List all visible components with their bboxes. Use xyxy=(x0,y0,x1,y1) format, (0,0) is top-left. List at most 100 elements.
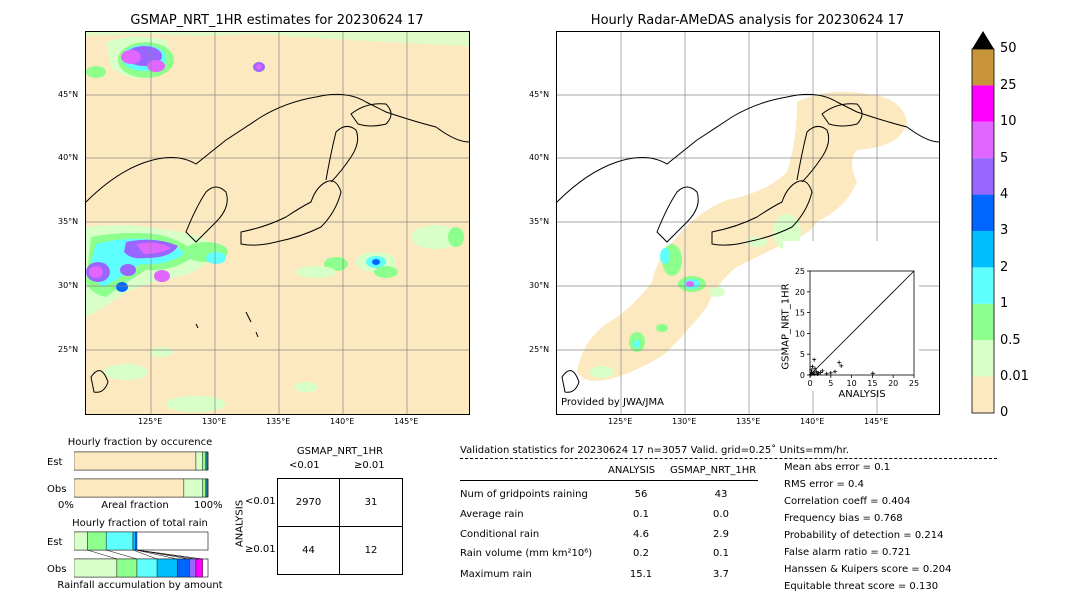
right-lat-label-25: 25°N xyxy=(529,345,550,354)
left-lat-label-45: 45°N xyxy=(58,90,79,99)
validation-col-gsmap: GSMAP_NRT_1HR xyxy=(670,465,757,476)
fraction-bar-segment xyxy=(202,478,206,498)
fraction-bar-segment xyxy=(206,451,209,471)
score-hk: Hanssen & Kuipers score = 0.204 xyxy=(784,564,952,575)
fraction-connector xyxy=(87,549,117,560)
colorbar-cell xyxy=(972,303,994,341)
colorbar-label-50: 50 xyxy=(1000,41,1017,56)
fraction-bar-segment xyxy=(205,451,207,471)
fraction-connector xyxy=(132,549,158,560)
right-lat-label-40: 40°N xyxy=(529,153,550,162)
scatter-ytick-label: 15 xyxy=(795,309,805,318)
validation-row-analysis: 4.6 xyxy=(633,529,649,540)
left-coastlines xyxy=(86,93,469,393)
colorbar-label-0-5: 0.5 xyxy=(1000,333,1021,348)
fraction-bar-segment xyxy=(189,558,197,578)
colorbar-label-4: 4 xyxy=(1000,187,1009,202)
occurrence-title: Hourly fraction by occurence xyxy=(67,437,213,448)
right-map-title: Hourly Radar-AMeDAS analysis for 2023062… xyxy=(590,13,905,28)
left-lat-label-35: 35°N xyxy=(58,217,79,226)
scatter-xlabel: ANALYSIS xyxy=(838,389,886,400)
scatter-point xyxy=(812,357,817,362)
occurrence-bars xyxy=(74,451,209,498)
fraction-connector xyxy=(135,549,178,560)
scatter-ytick-label: 5 xyxy=(800,350,805,359)
fraction-bar-segment xyxy=(202,451,206,471)
scatter-xtick-label: 0 xyxy=(807,379,812,388)
validation-row-analysis: 56 xyxy=(634,489,648,500)
validation-row-gsmap: 0.1 xyxy=(713,548,729,559)
scatter-point xyxy=(828,370,833,375)
right-lat-label-45: 45°N xyxy=(529,90,550,99)
validation-col-analysis: ANALYSIS xyxy=(608,465,656,476)
fraction-bar-segment xyxy=(206,478,209,498)
right-map-canvas xyxy=(557,32,939,414)
left-grid xyxy=(86,32,469,414)
scatter-point xyxy=(809,370,814,375)
contingency-row-ge: ≥0.01 xyxy=(245,544,276,555)
colorbar-cell xyxy=(972,121,994,159)
scatter-xtick-label: 15 xyxy=(867,379,877,388)
right-lon-label-125: 125°E xyxy=(608,417,633,426)
fraction-connector xyxy=(136,549,203,560)
colorbar-label-3: 3 xyxy=(1000,223,1009,238)
colorbar-cell xyxy=(972,85,994,122)
contingency-cell-11: 12 xyxy=(364,545,378,556)
right-lat-label-35: 35°N xyxy=(529,217,550,226)
fraction-bar-segment xyxy=(136,558,158,578)
fraction-connector xyxy=(106,549,138,560)
score-mae: Mean abs error = 0.1 xyxy=(784,462,891,473)
left-rain-fields xyxy=(86,32,469,412)
scatter-point xyxy=(839,363,844,368)
total-rain-label-obs: Obs xyxy=(47,564,67,575)
fraction-bar-segment xyxy=(205,478,207,498)
scatter-diagonal xyxy=(809,270,915,376)
scatter-point xyxy=(824,371,829,376)
fraction-bar-segment xyxy=(74,558,118,578)
right-lat-label-30: 30°N xyxy=(529,281,550,290)
validation-divider xyxy=(460,458,997,459)
scatter-point xyxy=(818,370,823,375)
right-map: Provided by JWA/JMA xyxy=(556,31,940,415)
validation-row-label: Num of gridpoints raining xyxy=(460,489,588,500)
left-map-title: GSMAP_NRT_1HR estimates for 20230624 17 xyxy=(130,13,424,28)
right-lon-label-140: 140°E xyxy=(800,417,825,426)
fraction-bar-segment xyxy=(183,478,203,498)
scatter-xtick-label: 20 xyxy=(888,379,898,388)
score-rmse: RMS error = 0.4 xyxy=(784,479,864,490)
total-rain-bars xyxy=(74,531,209,578)
score-correlation: Correlation coeff = 0.404 xyxy=(784,496,911,507)
colorbar-label-5: 5 xyxy=(1000,151,1009,166)
right-lon-label-135: 135°E xyxy=(736,417,761,426)
colorbar xyxy=(971,31,995,414)
right-lon-label-130: 130°E xyxy=(672,417,697,426)
left-lat-label-40: 40°N xyxy=(58,153,79,162)
left-lon-label-130: 130°E xyxy=(202,417,227,426)
colorbar-cell xyxy=(972,340,994,377)
fraction-bar-segment xyxy=(74,451,197,471)
contingency-row-lt: <0.01 xyxy=(245,496,276,507)
right-map-credit: Provided by JWA/JMA xyxy=(561,397,664,408)
validation-row-label: Rain volume (mm km²10⁶) xyxy=(460,548,593,559)
fraction-bar-segment xyxy=(195,558,203,578)
validation-row-label: Maximum rain xyxy=(460,569,532,580)
contingency-col-lt: <0.01 xyxy=(289,460,320,471)
validation-row-gsmap: 0.0 xyxy=(713,509,729,520)
total-rain-title: Hourly fraction of total rain xyxy=(72,518,208,529)
colorbar-cell xyxy=(972,194,994,231)
scatter-xtick-label: 5 xyxy=(828,379,833,388)
scatter-ytick-label: 0 xyxy=(800,371,805,380)
fraction-bar-segment xyxy=(195,451,203,471)
colorbar-label-2: 2 xyxy=(1000,260,1009,275)
scatter-ylabel: GSMAP_NRT_1HR xyxy=(780,283,792,370)
colorbar-label-25: 25 xyxy=(1000,78,1017,93)
contingency-cell-10: 44 xyxy=(302,545,315,556)
colorbar-label-10: 10 xyxy=(1000,114,1017,129)
validation-row-gsmap: 3.7 xyxy=(713,569,729,580)
colorbar-cell xyxy=(972,376,994,413)
validation-row-analysis: 0.2 xyxy=(633,548,649,559)
left-lat-label-30: 30°N xyxy=(58,281,79,290)
validation-row-label: Average rain xyxy=(460,509,524,520)
left-lon-label-125: 125°E xyxy=(138,417,163,426)
fraction-bar-segment xyxy=(74,531,88,551)
